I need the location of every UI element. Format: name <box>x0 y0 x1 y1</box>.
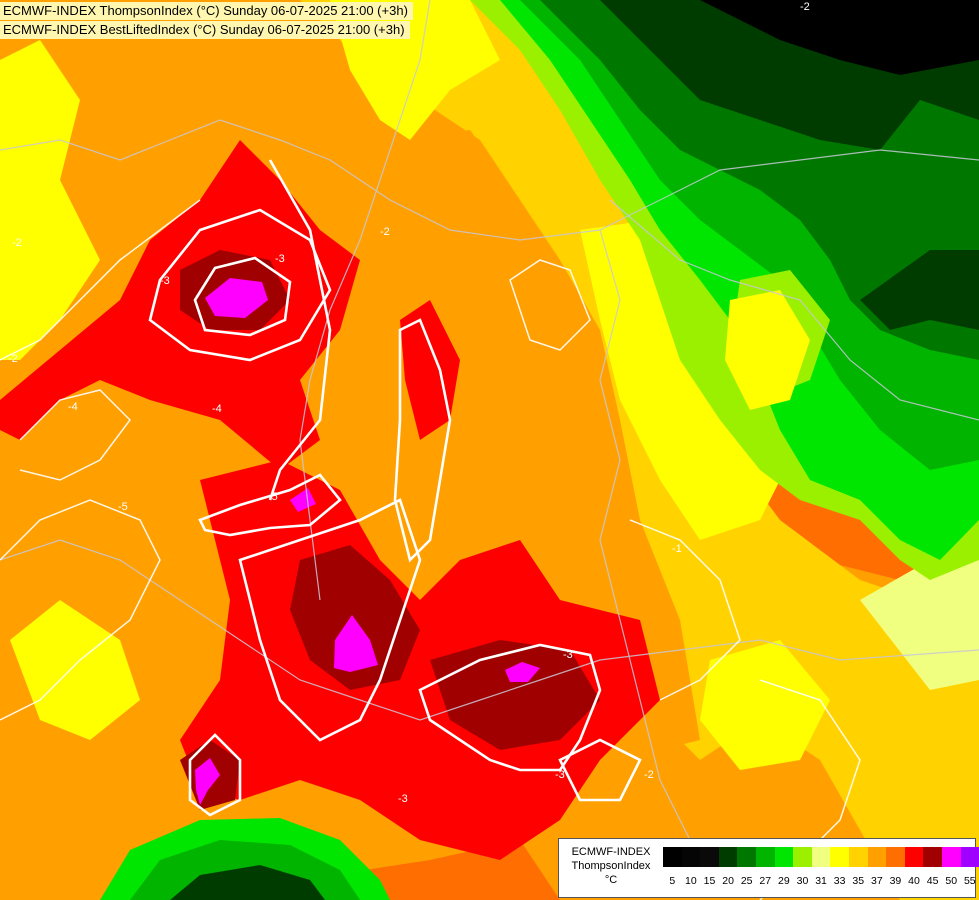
field-magenta-nw <box>205 278 268 318</box>
map-title-line2: ECMWF-INDEX BestLiftedIndex (°C) Sunday … <box>0 21 410 39</box>
legend-swatch <box>923 847 942 867</box>
legend-swatch <box>681 847 701 867</box>
field-yellow-east-patch <box>725 290 810 410</box>
legend-title: ECMWF-INDEX ThompsonIndex °C <box>563 845 659 887</box>
legend-swatches <box>663 847 979 867</box>
contour-label: -4 <box>68 401 78 413</box>
legend-ticks: 51015202527293031333537394045505560 <box>663 875 979 887</box>
field-darkred-south <box>430 640 600 750</box>
legend-swatch <box>755 847 775 867</box>
legend-swatch <box>886 847 905 867</box>
borders <box>0 0 979 861</box>
legend-swatch <box>774 847 794 867</box>
legend-swatch <box>848 847 868 867</box>
contour-label: -3 <box>275 253 285 265</box>
legend-tick-label: 55 <box>963 875 976 887</box>
field-orange-central <box>380 130 700 760</box>
legend-swatch <box>718 847 738 867</box>
legend-tick-label: 29 <box>778 875 790 887</box>
contour-label: -1 <box>672 543 682 555</box>
legend-tick-label: 27 <box>759 875 772 887</box>
contour-label: -2 <box>8 353 18 365</box>
contour-label: -2 <box>380 226 390 238</box>
legend-tick-label: 35 <box>852 875 865 887</box>
legend-tick-label: 10 <box>685 875 697 887</box>
legend-swatch <box>737 847 756 867</box>
contour-label: -5 <box>268 491 278 503</box>
legend-swatch <box>830 847 849 867</box>
legend-tick-label: 15 <box>703 875 716 887</box>
legend-tick-label: 5 <box>669 875 676 887</box>
contour-label: -3 <box>398 793 408 805</box>
legend-swatch <box>904 847 924 867</box>
legend-swatch <box>811 847 831 867</box>
contour-label: -3 <box>563 649 573 661</box>
legend-title-line3: °C <box>604 874 618 886</box>
legend-tick-label: 45 <box>926 875 939 887</box>
contour-label-group: -2 -3 -4 -5 -3 -2 -3 -3 -2 -1 -2 -4 -5 -… <box>8 1 810 805</box>
legend-swatch <box>941 847 961 867</box>
contour-label: -3 <box>160 275 170 287</box>
legend-swatch <box>960 847 979 867</box>
legend-tick-label: 25 <box>740 875 753 887</box>
legend-tick-label: 33 <box>833 875 846 887</box>
field-yellow-southeast <box>700 640 830 770</box>
contour-label: -2 <box>12 237 22 249</box>
field-yellow-west <box>0 40 100 360</box>
legend-tick-label: 40 <box>908 875 920 887</box>
legend-tick-label: 37 <box>870 875 883 887</box>
field-paleyellow-east <box>860 560 979 690</box>
color-legend: ECMWF-INDEX ThompsonIndex °C 5 10 15 20 25 27… <box>558 838 979 898</box>
contour-label: -2 <box>644 769 654 781</box>
field-gold-north <box>300 0 979 900</box>
field-magenta-mid <box>290 488 316 512</box>
field-yellow-east <box>580 220 800 540</box>
legend-swatch <box>867 847 887 867</box>
contour-label: -5 <box>118 501 128 513</box>
field-green-darkest-east <box>860 250 979 330</box>
field-black-north <box>700 0 979 75</box>
field-green-south-dark <box>170 865 325 900</box>
legend-title-line1: ECMWF-INDEX <box>571 846 651 858</box>
legend-title-line2: ThompsonIndex <box>571 860 651 872</box>
field-magenta-sw <box>195 758 220 805</box>
legend-swatch <box>793 847 812 867</box>
legend-swatch <box>700 847 719 867</box>
field-red-mid <box>400 300 460 440</box>
legend-tick-label: 20 <box>722 875 734 887</box>
field-yellow-southwest <box>10 600 140 740</box>
legend-tick-label: 30 <box>796 875 809 887</box>
legend-tick-label: 31 <box>815 875 827 887</box>
field-magenta-center <box>334 615 378 672</box>
contour-label: -4 <box>212 403 222 415</box>
contour-label: -3 <box>555 769 565 781</box>
legend-tick-label: 50 <box>945 875 958 887</box>
legend-swatch <box>663 847 682 867</box>
contour-label: -2 <box>800 1 810 13</box>
map-title-line1: ECMWF-INDEX ThompsonIndex (°C) Sunday 06… <box>0 2 413 20</box>
field-magenta-south <box>505 662 540 682</box>
legend-tick-label: 39 <box>889 875 902 887</box>
contours <box>148 159 642 817</box>
